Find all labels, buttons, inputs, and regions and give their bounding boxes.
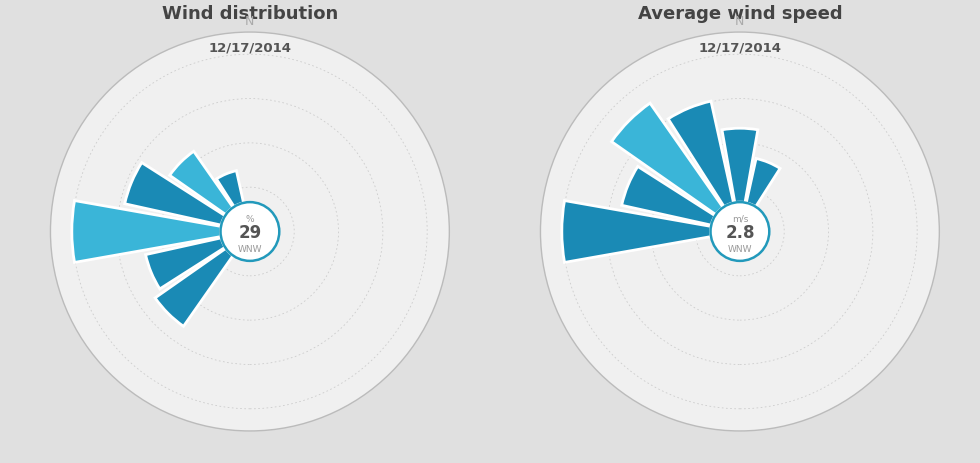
- Text: 12/17/2014: 12/17/2014: [209, 42, 291, 55]
- Circle shape: [540, 32, 940, 431]
- Wedge shape: [621, 166, 715, 225]
- Text: N: N: [735, 15, 745, 28]
- Text: WNW: WNW: [237, 244, 263, 254]
- Text: 2.8: 2.8: [725, 224, 755, 242]
- Text: Average wind speed: Average wind speed: [638, 5, 842, 23]
- Text: %: %: [246, 215, 254, 224]
- Text: 29: 29: [238, 224, 262, 242]
- Wedge shape: [562, 200, 710, 263]
- Wedge shape: [155, 248, 233, 326]
- Text: WNW: WNW: [727, 244, 753, 254]
- Wedge shape: [612, 103, 723, 215]
- Wedge shape: [668, 101, 734, 206]
- Text: m/s: m/s: [732, 215, 748, 224]
- Circle shape: [710, 202, 769, 261]
- Circle shape: [220, 202, 279, 261]
- Text: Wind distribution: Wind distribution: [162, 5, 338, 23]
- Wedge shape: [170, 151, 233, 215]
- Wedge shape: [72, 200, 221, 263]
- Text: N: N: [245, 15, 255, 28]
- Wedge shape: [722, 128, 758, 203]
- Circle shape: [50, 32, 450, 431]
- Text: 12/17/2014: 12/17/2014: [699, 42, 781, 55]
- Wedge shape: [124, 163, 225, 225]
- Wedge shape: [146, 238, 225, 289]
- Wedge shape: [746, 158, 780, 206]
- Wedge shape: [217, 171, 244, 206]
